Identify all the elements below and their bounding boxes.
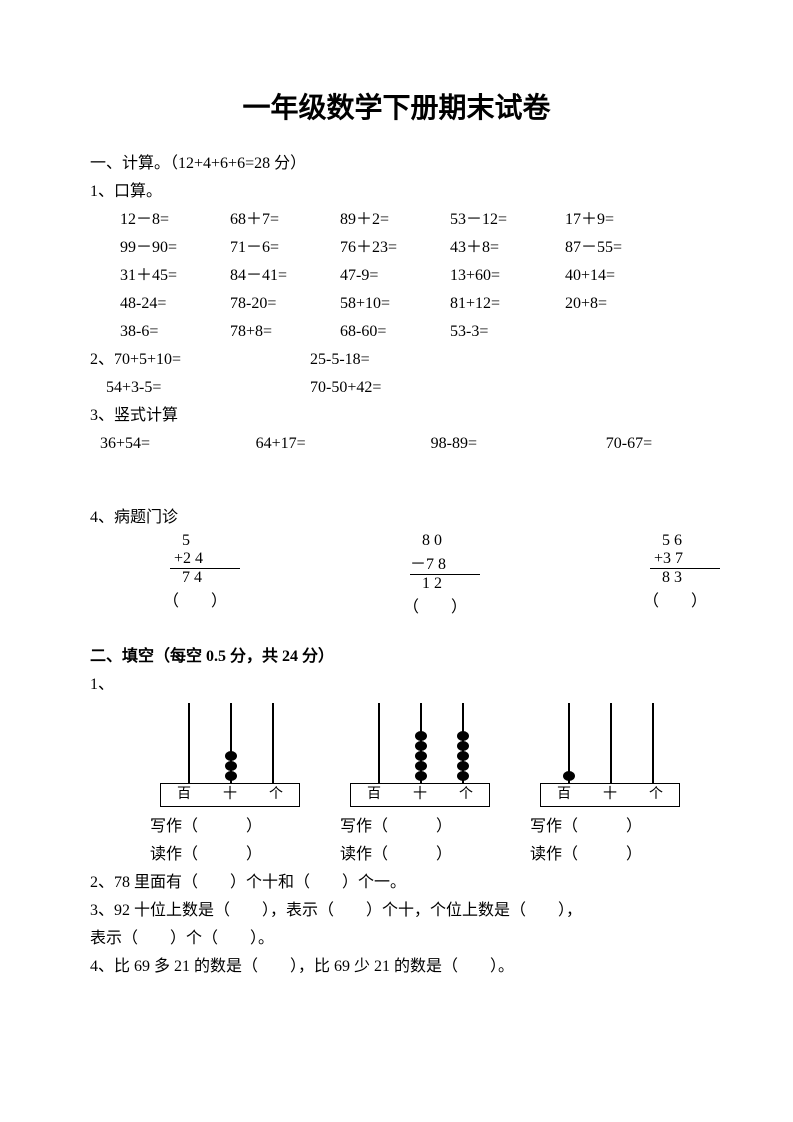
place-label: 十 bbox=[587, 784, 633, 806]
q2-3b: 表示（ ）个（ ）。 bbox=[90, 925, 703, 953]
num: 8 0 bbox=[390, 532, 480, 550]
op: －7 8 bbox=[410, 550, 480, 575]
q3-label: 3、竖式计算 bbox=[90, 402, 703, 430]
eq: 70-67= bbox=[606, 430, 703, 458]
write-row: 写作（ ） 写作（ ） 写作（ ） bbox=[90, 813, 703, 841]
eq: 87－55= bbox=[565, 234, 665, 262]
read-blank: 读作（ ） bbox=[150, 841, 310, 869]
q4-label: 4、病题门诊 bbox=[90, 504, 703, 532]
error-problems: 5 +2 4 7 4 （ ） 8 0 －7 8 1 2 （ ） 5 6 +3 7… bbox=[90, 532, 703, 617]
eq: 12－8= bbox=[120, 206, 230, 234]
read-blank: 读作（ ） bbox=[530, 841, 690, 869]
eq: 2、70+5+10= bbox=[90, 346, 310, 374]
q2-2: 2、78 里面有（ ）个十和（ ）个一。 bbox=[90, 869, 703, 897]
eq: 20+8= bbox=[565, 290, 665, 318]
read-row: 读作（ ） 读作（ ） 读作（ ） bbox=[90, 841, 703, 869]
place-label: 个 bbox=[633, 784, 679, 806]
vertical-row: 36+54= 64+17= 98-89= 70-67= bbox=[90, 430, 703, 458]
section2-head: 二、填空（每空 0.5 分，共 24 分） bbox=[90, 643, 703, 671]
eq: 78+8= bbox=[230, 318, 340, 346]
abacus-row: 百十个百十个百十个 bbox=[90, 703, 703, 813]
mental-row3: 31＋45= 84－41= 47-9= 13+60= 40+14= bbox=[90, 262, 703, 290]
write-blank: 写作（ ） bbox=[340, 813, 500, 841]
err-col1: 5 +2 4 7 4 （ ） bbox=[150, 532, 240, 617]
mental-row1: 12－8= 68＋7= 89＋2= 53－12= 17＋9= bbox=[90, 206, 703, 234]
eq: 53-3= bbox=[450, 318, 565, 346]
page-title: 一年级数学下册期末试卷 bbox=[90, 86, 703, 126]
eq: 64+17= bbox=[256, 430, 431, 458]
place-label: 个 bbox=[253, 784, 299, 806]
abacus-3: 百十个 bbox=[530, 703, 690, 813]
res: 1 2 bbox=[390, 575, 480, 593]
eq: 53－12= bbox=[450, 206, 565, 234]
place-label: 十 bbox=[397, 784, 443, 806]
q1-label: 1、口算。 bbox=[90, 178, 703, 206]
eq: 36+54= bbox=[100, 430, 256, 458]
eq: 68＋7= bbox=[230, 206, 340, 234]
abacus-2: 百十个 bbox=[340, 703, 500, 813]
q2-row1: 2、70+5+10= 25-5-18= bbox=[90, 346, 703, 374]
res: 8 3 bbox=[630, 569, 720, 587]
err-col2: 8 0 －7 8 1 2 （ ） bbox=[390, 532, 480, 617]
q2-3a: 3、92 十位上数是（ ），表示（ ）个十，个位上数是（ ）， bbox=[90, 897, 703, 925]
mental-row4: 48-24= 78-20= 58+10= 81+12= 20+8= bbox=[90, 290, 703, 318]
num: 5 bbox=[150, 532, 240, 550]
eq: 47-9= bbox=[340, 262, 450, 290]
blank: （ ） bbox=[630, 587, 720, 611]
res: 7 4 bbox=[150, 569, 240, 587]
place-label: 个 bbox=[443, 784, 489, 806]
mental-row2: 99－90= 71－6= 76＋23= 43＋8= 87－55= bbox=[90, 234, 703, 262]
eq: 13+60= bbox=[450, 262, 565, 290]
blank: （ ） bbox=[390, 593, 480, 617]
eq: 99－90= bbox=[120, 234, 230, 262]
eq: 71－6= bbox=[230, 234, 340, 262]
eq: 40+14= bbox=[565, 262, 665, 290]
blank: （ ） bbox=[150, 587, 240, 611]
place-label: 百 bbox=[541, 784, 587, 806]
eq: 25-5-18= bbox=[310, 346, 510, 374]
eq: 81+12= bbox=[450, 290, 565, 318]
eq: 31＋45= bbox=[120, 262, 230, 290]
place-label: 百 bbox=[351, 784, 397, 806]
read-blank: 读作（ ） bbox=[340, 841, 500, 869]
num: 5 6 bbox=[630, 532, 720, 550]
eq: 68-60= bbox=[340, 318, 450, 346]
eq: 17＋9= bbox=[565, 206, 665, 234]
place-label: 十 bbox=[207, 784, 253, 806]
q2-1-label: 1、 bbox=[90, 671, 703, 699]
op: +3 7 bbox=[650, 550, 720, 569]
q2-4: 4、比 69 多 21 的数是（ ），比 69 少 21 的数是（ ）。 bbox=[90, 953, 703, 981]
abacus-1: 百十个 bbox=[150, 703, 310, 813]
eq: 98-89= bbox=[431, 430, 606, 458]
mental-row5: 38-6= 78+8= 68-60= 53-3= bbox=[90, 318, 703, 346]
write-blank: 写作（ ） bbox=[150, 813, 310, 841]
eq: 70-50+42= bbox=[310, 374, 510, 402]
eq: 84－41= bbox=[230, 262, 340, 290]
eq: 89＋2= bbox=[340, 206, 450, 234]
op: +2 4 bbox=[170, 550, 240, 569]
q2-row2: 54+3-5= 70-50+42= bbox=[90, 374, 703, 402]
eq: 48-24= bbox=[120, 290, 230, 318]
eq: 43＋8= bbox=[450, 234, 565, 262]
eq: 38-6= bbox=[120, 318, 230, 346]
err-col3: 5 6 +3 7 8 3 （ ） bbox=[630, 532, 720, 617]
write-blank: 写作（ ） bbox=[530, 813, 690, 841]
eq: 54+3-5= bbox=[90, 374, 310, 402]
eq: 76＋23= bbox=[340, 234, 450, 262]
eq: 58+10= bbox=[340, 290, 450, 318]
section1-head: 一、计算。（12+4+6+6=28 分） bbox=[90, 150, 703, 178]
eq: 78-20= bbox=[230, 290, 340, 318]
place-label: 百 bbox=[161, 784, 207, 806]
